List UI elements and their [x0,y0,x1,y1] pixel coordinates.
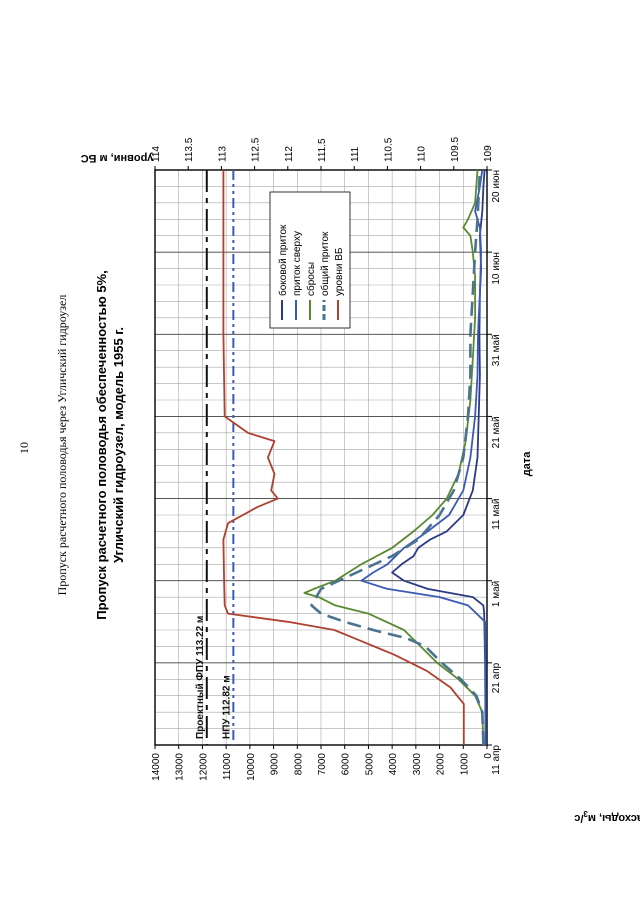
y-left-tick-label: 13000 [175,753,186,781]
y-left-tick-label: 11000 [222,753,233,781]
y-left-label-sup: 3 [583,809,588,818]
page-number: 10 [17,442,31,454]
legend-label: приток сверху [292,231,303,296]
y-left-label-main: расходы, м [588,812,640,824]
series-line [310,169,485,746]
x-tick-label: 1 май [491,581,502,607]
y-right-tick-label: 113 [217,146,228,162]
x-tick-label: 31 май [491,334,502,366]
plot-area: 11 апр 21 апр 1 май 11 май 21 май 31 май 10 ию… [151,137,502,781]
x-axis-label: дата [521,451,533,476]
y-right-tick-label: 110.5 [383,137,394,162]
y-right-tick-label: 111.5 [317,138,328,162]
x-tick-label: 21 май [491,416,502,448]
y-left-tick-label: 9000 [270,753,281,776]
y-left-tick-label: 1000 [459,753,470,776]
y-left-tick-label: 6000 [341,753,352,776]
y-left-tick-label: 8000 [293,753,304,776]
series-line [360,169,487,746]
page-header: Пропуск расчетного половодья через Углич… [55,295,69,596]
y-left-axis-label: расходы, м3/с [574,809,640,824]
y-right-axis-label: уровни, м БС [81,152,154,164]
x-tick-label: 11 апр [491,745,502,775]
y-right-tick-label: 112 [284,146,295,162]
y-right-tick-label: 113.5 [184,137,195,162]
series-line [303,169,485,746]
y-left-tick-label: 12000 [198,753,209,781]
legend-label: общий приток [319,231,331,296]
legend-label: уровни ВБ [334,247,345,296]
y-right-tick-label: 109.5 [450,137,461,162]
series-line [222,170,465,745]
y-right-tick-label: 109 [483,145,494,162]
x-tick-label: 21 апр [491,662,502,693]
chart-title-line1: Пропуск расчетного половодья обеспеченно… [94,270,109,619]
y-left-tick-label: 3000 [412,753,423,776]
y-right-tick-label: 111 [350,146,361,162]
y-left-tick-label: 4000 [388,753,399,776]
chart-title-line2: Угличский гидроузел, модель 1955 г. [111,327,126,563]
y-left-tick-label: 5000 [364,753,375,776]
y-left-tick-label: 7000 [317,753,328,776]
y-left-tick-label: 14000 [151,753,162,781]
y-right-tick-label: 114 [151,146,162,162]
legend-label: боковой приток [277,224,289,296]
y-right-tick-label: 110 [417,146,428,162]
reference-line-label: НПУ 112.82 м [221,675,232,739]
x-tick-label: 11 май [491,499,502,530]
reference-line-label: Проектный ФПУ 113.22 м [195,616,206,739]
y-left-label-tail: /с [574,812,583,824]
y-left-tick-label: 0 [483,753,494,759]
y-left-tick-label: 2000 [436,753,447,776]
y-left-tick-label: 10000 [246,753,257,781]
legend-label: сбросы [305,262,317,296]
x-tick-label: 20 июн [491,170,502,203]
y-right-tick-label: 112.5 [251,137,262,162]
x-tick-label: 10 июн [491,252,502,285]
